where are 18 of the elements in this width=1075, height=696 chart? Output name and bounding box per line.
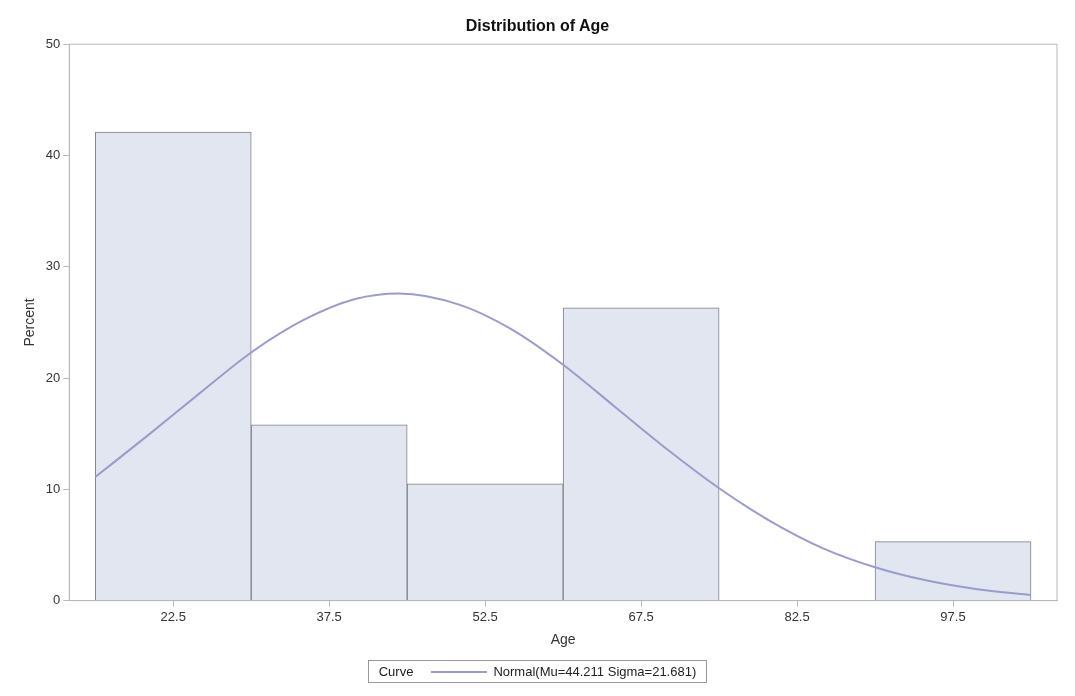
y-tick-label: 50 — [45, 35, 61, 51]
y-tick-label: 40 — [45, 147, 61, 163]
y-tick-label: 10 — [45, 480, 61, 496]
x-tick-label: 52.5 — [472, 608, 498, 624]
y-tick-label: 30 — [45, 258, 61, 274]
x-tick-label: 67.5 — [628, 608, 654, 624]
x-tick-label: 22.5 — [160, 608, 186, 624]
y-tick-label: 20 — [45, 369, 61, 385]
x-tick-label: 97.5 — [940, 608, 966, 624]
x-tick-label: 37.5 — [316, 608, 342, 624]
line-series — [94, 292, 1033, 597]
chart-title: Distribution of Age — [465, 17, 610, 35]
y-tick-label: 0 — [53, 592, 61, 608]
legend-title: Curve — [378, 664, 414, 679]
legend-label: Normal(Mu=44.211 Sigma=21.681) — [493, 664, 697, 679]
y-axis-title: Percent — [21, 298, 38, 347]
x-axis-title: Age — [550, 631, 576, 648]
x-tick-label: 82.5 — [784, 608, 810, 624]
